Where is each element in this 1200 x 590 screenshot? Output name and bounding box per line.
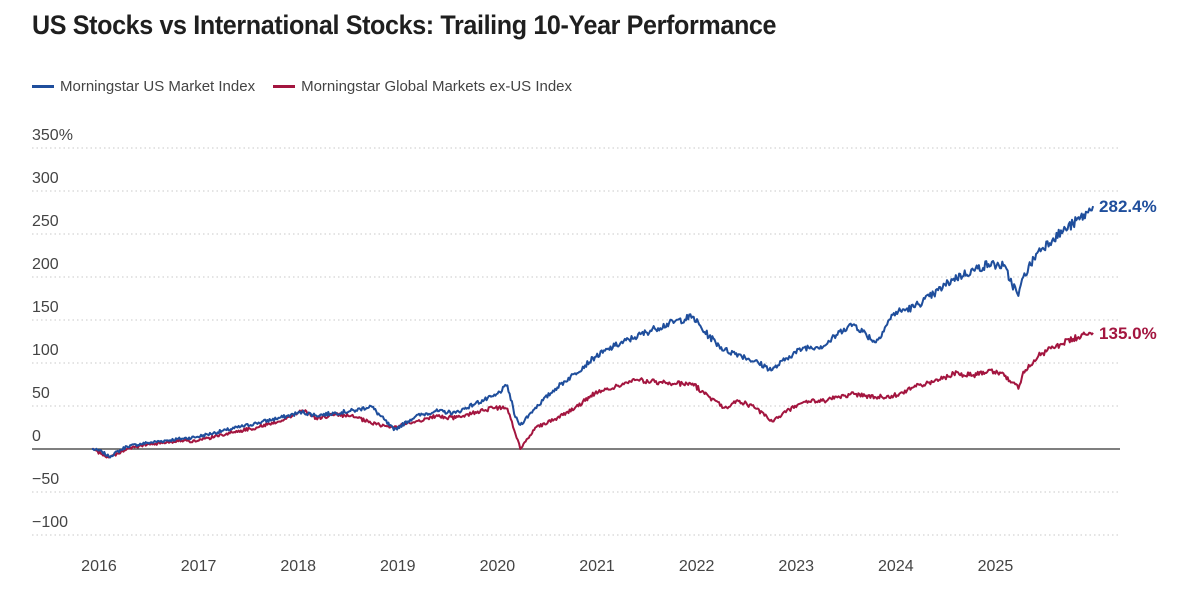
legend-swatch-ex-us bbox=[273, 85, 296, 88]
legend-item-ex-us: Morningstar Global Markets ex-US Index bbox=[273, 78, 572, 95]
series-line-0 bbox=[92, 205, 1095, 459]
x-tick-label: 2016 bbox=[81, 558, 117, 575]
y-tick-label: 300 bbox=[32, 170, 59, 187]
x-tick-label: 2018 bbox=[280, 558, 316, 575]
end-label-0: 282.4% bbox=[1099, 197, 1157, 216]
legend-swatch-us bbox=[32, 85, 54, 88]
gridlines bbox=[32, 147, 1120, 536]
legend-label-us: Morningstar US Market Index bbox=[60, 78, 256, 95]
end-label-1: 135.0% bbox=[1099, 324, 1157, 343]
y-tick-label: 150 bbox=[32, 299, 59, 316]
y-tick-label: 100 bbox=[32, 342, 59, 359]
y-tick-label: 50 bbox=[32, 385, 50, 402]
series-lines bbox=[91, 205, 1095, 459]
x-tick-label: 2022 bbox=[679, 558, 715, 575]
y-tick-label: −100 bbox=[32, 514, 68, 531]
chart-title: US Stocks vs International Stocks: Trail… bbox=[32, 10, 777, 40]
y-axis-ticks: 350% 300 250 200 150 100 50 0 −50 −100 bbox=[32, 127, 73, 531]
y-tick-label: 200 bbox=[32, 256, 59, 273]
x-tick-label: 2025 bbox=[978, 558, 1014, 575]
legend-item-us: Morningstar US Market Index bbox=[32, 78, 255, 95]
x-tick-label: 2020 bbox=[480, 558, 516, 575]
end-labels: 135.0% 282.4% bbox=[1099, 197, 1157, 343]
y-tick-label: −50 bbox=[32, 471, 59, 488]
series-line-1 bbox=[91, 331, 1094, 459]
x-tick-label: 2024 bbox=[878, 558, 914, 575]
x-tick-label: 2021 bbox=[579, 558, 615, 575]
legend-label-ex-us: Morningstar Global Markets ex-US Index bbox=[301, 78, 573, 95]
legend: Morningstar US Market Index Morningstar … bbox=[32, 78, 590, 95]
x-tick-label: 2019 bbox=[380, 558, 416, 575]
x-tick-label: 2023 bbox=[778, 558, 814, 575]
x-axis-ticks: 2016 2017 2018 2019 2020 2021 2022 2023 2024 2025 bbox=[81, 558, 1013, 575]
x-tick-label: 2017 bbox=[181, 558, 217, 575]
y-tick-label: 0 bbox=[32, 428, 41, 445]
y-tick-label: 350% bbox=[32, 127, 73, 144]
y-tick-label: 250 bbox=[32, 213, 59, 230]
